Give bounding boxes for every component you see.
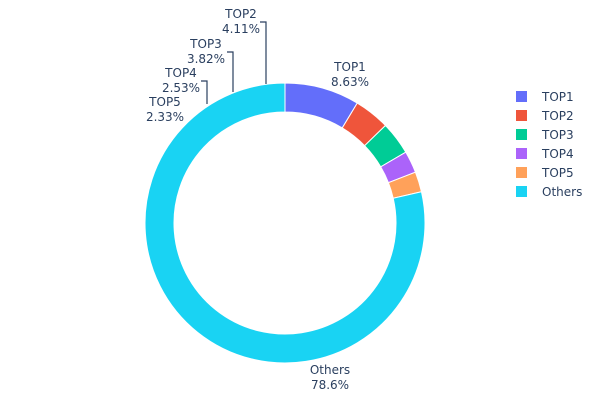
slice-value-top3: 3.82%	[187, 52, 225, 66]
slice-others[interactable]	[144, 82, 426, 364]
leader-line-top4	[201, 80, 208, 104]
legend-label: TOP3	[541, 128, 574, 142]
legend-swatch	[516, 91, 527, 102]
legend-label: TOP1	[541, 90, 574, 104]
slices	[144, 82, 426, 364]
slice-value-top2: 4.11%	[222, 22, 260, 36]
slice-label-top5: TOP5	[148, 95, 181, 109]
leader-lines	[201, 21, 267, 104]
leader-line-top2	[260, 21, 267, 84]
slice-label-top4: TOP4	[164, 66, 197, 80]
slice-label-top1: TOP1	[333, 60, 366, 74]
legend-label: Others	[542, 185, 582, 199]
legend-item-top2[interactable]: TOP2	[516, 109, 574, 123]
slice-label-top2: TOP2	[224, 7, 257, 21]
legend-swatch	[516, 186, 527, 197]
legend-label: TOP5	[541, 166, 574, 180]
legend-item-others[interactable]: Others	[516, 185, 582, 199]
slice-label-others: Others	[310, 363, 350, 377]
legend-swatch	[516, 167, 527, 178]
legend-swatch	[516, 110, 527, 121]
slice-value-top5: 2.33%	[146, 110, 184, 124]
legend-swatch	[516, 148, 527, 159]
legend-item-top4[interactable]: TOP4	[516, 147, 574, 161]
legend-item-top5[interactable]: TOP5	[516, 166, 574, 180]
slice-label-top3: TOP3	[189, 37, 222, 51]
legend-item-top1[interactable]: TOP1	[516, 90, 574, 104]
slice-value-others: 78.6%	[311, 378, 349, 392]
legend-swatch	[516, 129, 527, 140]
slice-value-top1: 8.63%	[331, 75, 369, 89]
legend: TOP1 TOP2 TOP3 TOP4 TOP5 Others	[516, 90, 582, 199]
slice-value-top4: 2.53%	[162, 81, 200, 95]
legend-label: TOP4	[541, 147, 574, 161]
legend-label: TOP2	[541, 109, 574, 123]
legend-item-top3[interactable]: TOP3	[516, 128, 574, 142]
leader-line-top3	[227, 51, 234, 92]
